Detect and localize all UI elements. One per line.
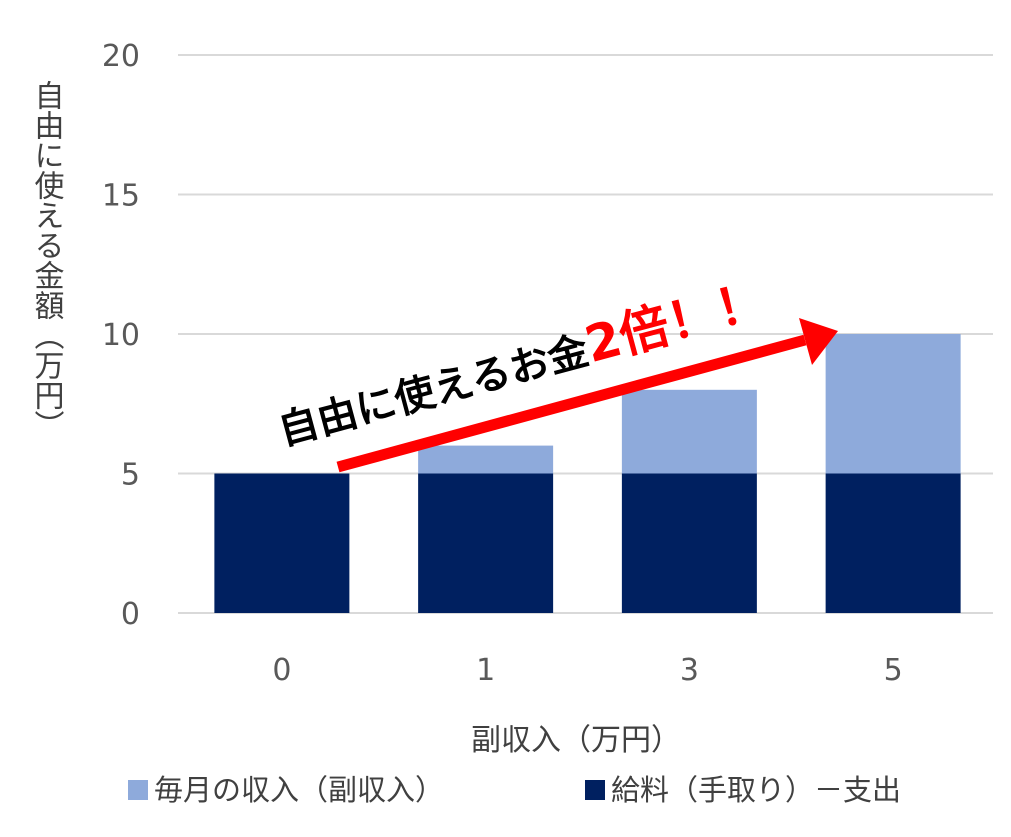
y-tick-label: 15 [102, 179, 140, 214]
annotation-arrow [336, 334, 807, 473]
bar-salary-1 [418, 473, 554, 613]
y-tick-label: 5 [121, 458, 140, 493]
legend: 毎月の収入（副収入） 給料（手取り）－支出 [128, 773, 901, 807]
y-tick-label: 10 [102, 318, 140, 353]
y-tick-label: 20 [102, 39, 140, 74]
bar-salary-5 [825, 473, 961, 613]
x-axis-title: 副収入（万円） [471, 723, 681, 758]
x-tick-label: 5 [884, 653, 903, 688]
bar-side-income-1 [418, 445, 554, 474]
y-axis-ticks: 0 5 10 15 20 [102, 39, 140, 632]
bar-side-income-3 [621, 389, 757, 474]
bar-salary-0 [214, 473, 350, 613]
x-axis-ticks: 0 1 3 5 [272, 653, 902, 688]
x-tick-label: 1 [476, 653, 495, 688]
bars [214, 334, 961, 613]
bar-salary-3 [621, 473, 757, 613]
x-tick-label: 3 [680, 653, 699, 688]
y-tick-label: 0 [121, 597, 140, 632]
x-tick-label: 0 [272, 653, 291, 688]
bar-side-income-5 [825, 334, 961, 474]
y-axis-title: 自由に使える金額（万円） [29, 80, 65, 440]
legend-label-side-income: 毎月の収入（副収入） [154, 773, 444, 807]
legend-label-salary: 給料（手取り）－支出 [611, 773, 901, 807]
legend-swatch-salary [585, 780, 605, 800]
annotation-arrow-head [799, 318, 838, 365]
legend-swatch-side-income [128, 780, 148, 800]
